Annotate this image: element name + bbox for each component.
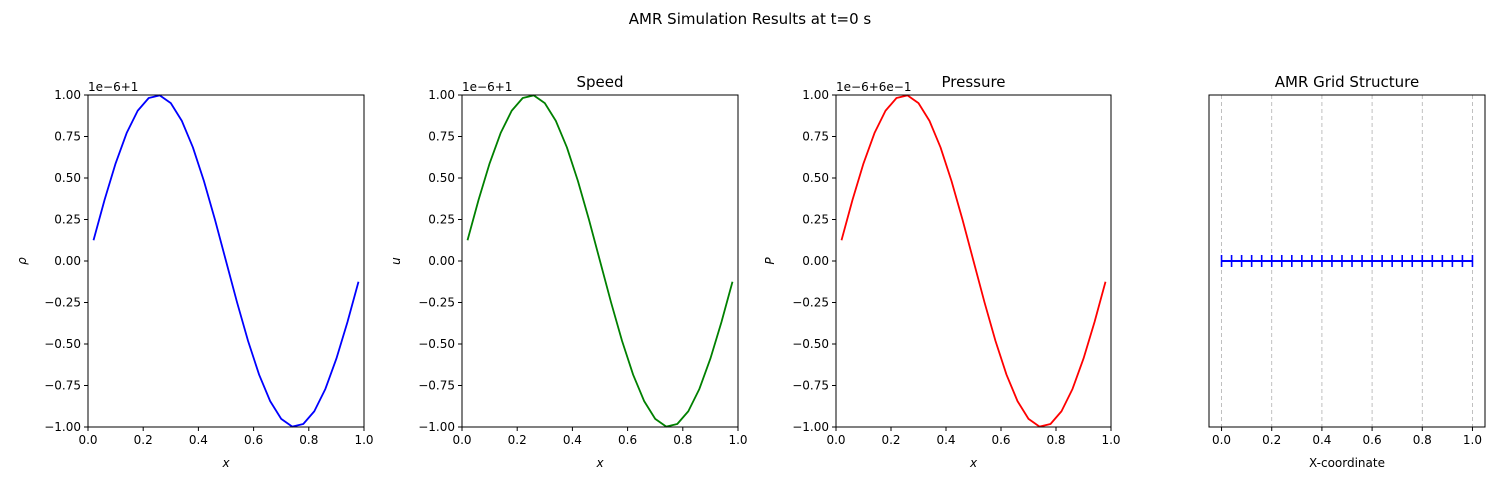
x-tick-label: 0.8	[299, 433, 318, 447]
y-tick-label: 0.50	[802, 171, 829, 185]
subplot-title: Speed	[576, 73, 623, 91]
figure-suptitle: AMR Simulation Results at t=0 s	[629, 10, 872, 28]
y-tick-label: −0.25	[44, 296, 81, 310]
y-tick-label: −1.00	[792, 420, 829, 434]
subplot-title: AMR Grid Structure	[1275, 73, 1419, 91]
axes-frame	[1208, 94, 1486, 428]
y-offset-label: 1e−6+1	[462, 80, 512, 94]
y-tick-label: 0.00	[428, 254, 455, 268]
x-tick-label: 1.0	[1463, 433, 1482, 447]
x-tick-label: 0.8	[1046, 433, 1065, 447]
x-tick-label: 0.4	[1312, 433, 1331, 447]
x-tick-label: 0.0	[826, 433, 845, 447]
x-tick-label: 1.0	[728, 433, 747, 447]
subplot-2: 0.0 0.2 0.4 0.6 0.8 1.0 −1.00 −0.75 −0.50 −0.25 0.…	[389, 73, 748, 470]
y-tick-label: 1.00	[428, 88, 455, 102]
y-tick-label: 0.50	[54, 171, 81, 185]
y-tick-label: 0.25	[428, 213, 455, 227]
x-tick-label: 0.6	[618, 433, 637, 447]
y-tick-label: −0.75	[44, 379, 81, 393]
y-tick-label: 0.25	[802, 213, 829, 227]
x-tick-label: 1.0	[1101, 433, 1120, 447]
x-tick-label: 0.6	[1363, 433, 1382, 447]
y-tick-label: 1.00	[54, 88, 81, 102]
x-axis-label: x	[595, 456, 604, 470]
x-tick-label: 0.6	[991, 433, 1010, 447]
y-tick-label: −1.00	[44, 420, 81, 434]
y-axis-label: P	[763, 257, 777, 265]
subplot-title: Pressure	[941, 73, 1005, 91]
y-tick-label: 0.75	[428, 130, 455, 144]
x-tick-label: 0.2	[508, 433, 527, 447]
y-tick-label: −0.25	[792, 296, 829, 310]
y-tick-label: 1.00	[802, 88, 829, 102]
series-line	[840, 94, 1107, 428]
x-tick-label: 0.6	[244, 433, 263, 447]
y-tick-label: −0.50	[418, 337, 455, 351]
x-tick-label: 0.8	[673, 433, 692, 447]
y-tick-label: 0.00	[54, 254, 81, 268]
subplot-1: 0.0 0.2 0.4 0.6 0.8 1.0 −1.00 −0.75 −0.50 −0.25 0.…	[15, 80, 374, 470]
x-tick-label: 0.0	[452, 433, 471, 447]
y-axis-label: u	[389, 257, 403, 265]
x-tick-label: 0.4	[189, 433, 208, 447]
x-tick-label: 0.2	[881, 433, 900, 447]
x-tick-label: 1.0	[354, 433, 373, 447]
x-tick-label: 0.4	[936, 433, 955, 447]
subplot-4: 0.0 0.2 0.4 0.6 0.8 1.0 AMR Grid Structure X-co…	[1208, 73, 1486, 470]
y-offset-label: 1e−6+1	[88, 80, 138, 94]
x-tick-label: 0.2	[134, 433, 153, 447]
y-offset-label: 1e−6+6e−1	[836, 80, 911, 94]
x-tick-label: 0.4	[563, 433, 582, 447]
y-tick-label: 0.00	[802, 254, 829, 268]
subplot-3: 0.0 0.2 0.4 0.6 0.8 1.0 −1.00 −0.75 −0.50 −0.25 0.…	[763, 73, 1121, 470]
y-tick-label: −0.25	[418, 296, 455, 310]
y-tick-label: 0.75	[802, 130, 829, 144]
x-tick-label: 0.0	[78, 433, 97, 447]
x-tick-label: 0.2	[1262, 433, 1281, 447]
x-axis-label: x	[221, 456, 230, 470]
y-tick-label: −1.00	[418, 420, 455, 434]
y-tick-label: 0.25	[54, 213, 81, 227]
series-line	[92, 94, 360, 428]
y-tick-label: −0.75	[792, 379, 829, 393]
y-tick-label: −0.50	[792, 337, 829, 351]
y-axis-label: ρ	[15, 257, 29, 265]
x-tick-label: 0.8	[1413, 433, 1432, 447]
x-axis-label: x	[969, 456, 978, 470]
y-tick-label: −0.50	[44, 337, 81, 351]
series-line	[466, 94, 734, 428]
x-tick-label: 0.0	[1212, 433, 1231, 447]
x-axis-label: X-coordinate	[1309, 456, 1385, 470]
y-tick-label: 0.75	[54, 130, 81, 144]
y-tick-label: 0.50	[428, 171, 455, 185]
y-tick-label: −0.75	[418, 379, 455, 393]
